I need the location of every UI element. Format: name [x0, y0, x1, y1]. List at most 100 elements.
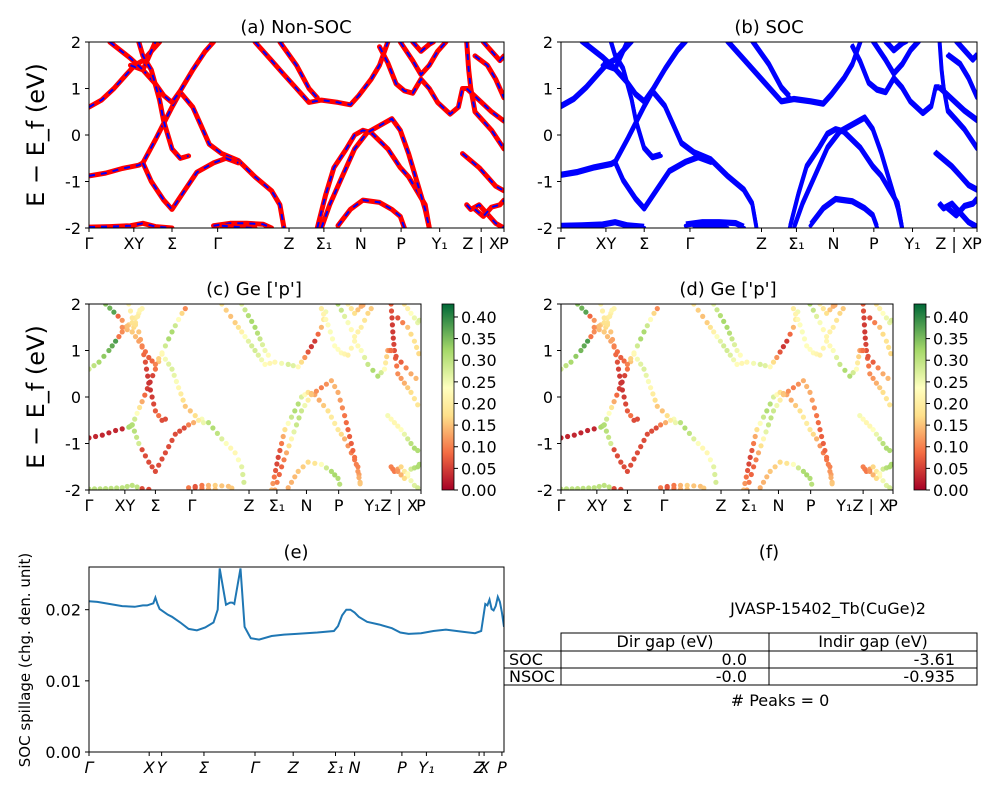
- scatter-point-c: [113, 338, 119, 344]
- scatter-point-c: [415, 485, 421, 490]
- scatter-point-c: [365, 361, 371, 367]
- scatter-point-c: [156, 356, 162, 362]
- band-blue-dashed-14: [378, 46, 467, 116]
- scatter-point-d: [734, 347, 740, 354]
- xtick-label-e: N: [349, 758, 361, 777]
- ytick-label-e: 0.00: [45, 743, 81, 762]
- scatter-point-d: [624, 468, 631, 474]
- scatter-point-c: [391, 341, 397, 347]
- scatter-point-d: [700, 445, 706, 451]
- scatter-point-c: [119, 324, 125, 330]
- scatter-point-d: [713, 479, 719, 485]
- scatter-point-d: [658, 422, 664, 428]
- scatter-point-c: [166, 444, 172, 450]
- scatter-point-c: [342, 413, 348, 419]
- band-red-20: [472, 197, 504, 219]
- scatter-point-c: [162, 343, 168, 349]
- scatter-point-c: [106, 430, 112, 436]
- scatter-point-d: [711, 329, 717, 335]
- scatter-point-c: [357, 481, 363, 487]
- scatter-point-c: [223, 440, 229, 447]
- scatter-point-d: [834, 354, 840, 361]
- scatter-point-d: [817, 352, 823, 358]
- scatter-point-d: [847, 373, 853, 379]
- scatter-point-d: [807, 427, 813, 433]
- scatter-point-d: [614, 453, 621, 459]
- ytick-label-a: -1: [65, 173, 81, 192]
- bands-a: [89, 42, 504, 228]
- xtick-label-e: X: [143, 758, 156, 777]
- scatter-point-c: [279, 440, 285, 447]
- scatter-point-d: [777, 349, 783, 355]
- scatter-point-d: [596, 323, 602, 329]
- scatter-point-d: [585, 338, 591, 344]
- scatter-point-c: [262, 347, 268, 354]
- band-soc-21: [937, 86, 977, 124]
- scatter-point-c: [205, 486, 212, 490]
- xtick-label-c: XY: [114, 496, 135, 515]
- scatter-point-c: [139, 344, 145, 350]
- scatter-point-c: [149, 358, 155, 364]
- xtick-label-a: Γ: [85, 234, 94, 253]
- scatter-point-d: [772, 464, 778, 470]
- xtick-label-c: Y₁Z | X: [363, 496, 418, 515]
- scatter-point-d: [743, 474, 749, 480]
- scatter-point-d: [611, 486, 617, 490]
- scatter-point-d: [867, 371, 873, 377]
- scatter-point-c: [415, 402, 421, 408]
- scatter-point-d: [824, 334, 830, 340]
- scatter-point-c: [239, 304, 245, 307]
- scatter-point-d: [857, 413, 863, 419]
- scatter-point-d: [867, 423, 873, 429]
- scatter-point-d: [880, 331, 886, 337]
- band-soc-16: [883, 42, 909, 54]
- scatter-point-c: [378, 370, 384, 376]
- xtick-label-e: P: [497, 758, 507, 777]
- scatter-point-d: [634, 416, 641, 422]
- scatter-point-c: [119, 485, 125, 490]
- scatter-point-c: [405, 436, 411, 442]
- xtick-label-d: Σ: [622, 496, 632, 515]
- scatter-point-d: [746, 461, 752, 467]
- scatter-point-c: [291, 429, 297, 435]
- scatter-point-c: [302, 354, 308, 361]
- scatter-point-c: [321, 311, 327, 317]
- scatter-point-c: [403, 365, 409, 371]
- scatter-point-c: [313, 388, 319, 394]
- scatter-point-d: [770, 408, 777, 414]
- scatter-point-d: [634, 450, 641, 456]
- panel-e-plot-area: 0.000.010.02Γ X Y Σ Γ Z Σ₁ N P Y₁ ZX P: [45, 566, 507, 777]
- scatter-point-d: [628, 462, 634, 468]
- scatter-point-c: [370, 367, 376, 373]
- scatter-point-c: [169, 366, 175, 372]
- scatter-point-d: [591, 324, 597, 330]
- scatter-point-c: [239, 329, 245, 335]
- scatter-point-c: [295, 468, 301, 474]
- colorbar-d: [913, 303, 927, 491]
- scatter-point-d: [827, 343, 833, 349]
- scatter-point-d: [721, 318, 727, 324]
- scatter-point-c: [192, 485, 198, 490]
- scatter-point-c: [360, 304, 366, 308]
- scatter-point-d: [604, 334, 611, 340]
- scatter-point-c: [290, 363, 296, 369]
- scatter-point-c: [329, 336, 336, 342]
- scatter-point-d: [810, 431, 816, 437]
- scatter-point-c: [180, 397, 186, 403]
- scatter-point-c: [398, 472, 404, 478]
- scatter-point-d: [822, 447, 828, 454]
- xtick-label-d: XY: [586, 496, 607, 515]
- scatter-point-c: [254, 330, 261, 336]
- scatter-point-c: [186, 422, 192, 428]
- scatter-point-c: [388, 416, 394, 422]
- scatter-point-c: [173, 378, 179, 385]
- scatter-point-c: [408, 389, 414, 395]
- scatter-point-d: [628, 413, 634, 419]
- scatter-point-d: [649, 428, 655, 434]
- scatter-point-c: [131, 428, 137, 434]
- band-blue-dashed-5: [109, 42, 157, 72]
- scatter-point-c: [245, 338, 251, 344]
- scatter-point-d: [621, 358, 627, 364]
- scatter-point-d: [790, 324, 797, 330]
- scatter-point-c: [124, 323, 130, 329]
